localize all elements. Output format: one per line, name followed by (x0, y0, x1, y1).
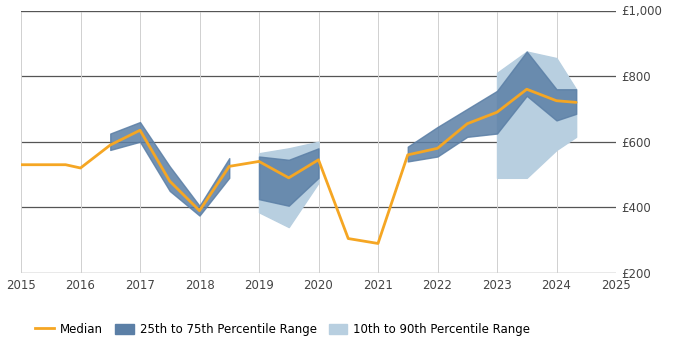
Legend: Median, 25th to 75th Percentile Range, 10th to 90th Percentile Range: Median, 25th to 75th Percentile Range, 1… (31, 318, 535, 341)
